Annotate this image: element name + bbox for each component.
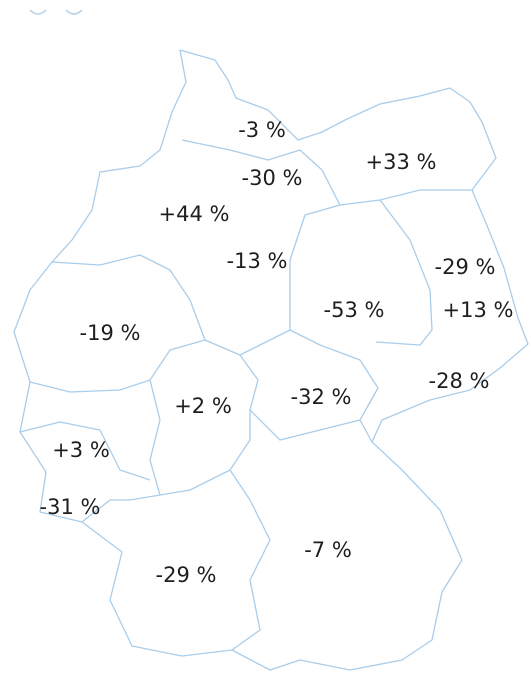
- region-label: +3 %: [52, 438, 110, 462]
- state-border: [289, 329, 379, 443]
- state-border: [19, 379, 161, 523]
- region-label: -30 %: [242, 166, 303, 190]
- region-label: -3 %: [238, 118, 286, 142]
- region-label: +44 %: [159, 202, 230, 226]
- decoration: [29, 9, 83, 15]
- region-label: -13 %: [227, 249, 288, 273]
- map-outline: [13, 9, 529, 671]
- state-border: [239, 354, 361, 441]
- state-border: [304, 199, 433, 346]
- region-label: -53 %: [324, 298, 385, 322]
- region-label: +13 %: [443, 298, 514, 322]
- state-border: [229, 469, 271, 651]
- region-label: -32 %: [291, 385, 352, 409]
- region-label: +2 %: [174, 394, 232, 418]
- region-label: +33 %: [366, 150, 437, 174]
- region-label: -19 %: [80, 321, 141, 345]
- region-label: -29 %: [156, 563, 217, 587]
- region-label: -29 %: [435, 255, 496, 279]
- region-label: -28 %: [429, 369, 490, 393]
- region-label: -7 %: [304, 538, 352, 562]
- state-border: [181, 139, 472, 206]
- country-outline: [13, 49, 529, 671]
- region-label: -31 %: [40, 495, 101, 519]
